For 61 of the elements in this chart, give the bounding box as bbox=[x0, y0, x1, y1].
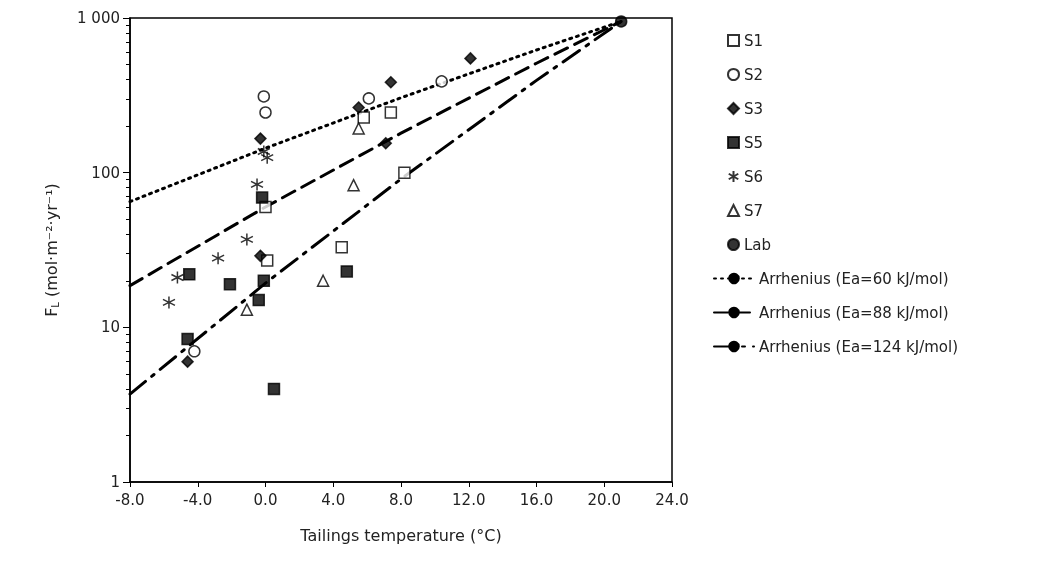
x-tick-label: 24.0 bbox=[655, 490, 689, 509]
point bbox=[162, 295, 176, 310]
point bbox=[379, 136, 393, 150]
legend-label: Arrhenius (Ea=60 kJ/mol) bbox=[759, 269, 949, 288]
point bbox=[357, 111, 370, 124]
x-tick-label: 20.0 bbox=[587, 490, 621, 509]
legend-label: Arrhenius (Ea=124 kJ/mol) bbox=[759, 337, 959, 356]
legend-label: S2 bbox=[744, 65, 764, 84]
point bbox=[464, 52, 477, 65]
y-tick-label: 10 bbox=[100, 318, 120, 337]
x-tick-label: 0.0 bbox=[253, 490, 278, 509]
point bbox=[254, 249, 267, 263]
legend-label: S7 bbox=[744, 201, 764, 220]
point bbox=[250, 177, 264, 192]
point bbox=[252, 293, 265, 307]
x-tick-label: 8.0 bbox=[389, 490, 413, 509]
point bbox=[255, 191, 269, 204]
legend-label: S3 bbox=[744, 99, 764, 118]
y-tick-label: 100 bbox=[91, 163, 120, 182]
point bbox=[335, 240, 348, 254]
legend-label: S1 bbox=[744, 31, 764, 50]
point bbox=[257, 274, 271, 288]
x-tick-label: 4.0 bbox=[321, 490, 346, 509]
point bbox=[259, 106, 272, 119]
point bbox=[170, 270, 185, 285]
point bbox=[352, 122, 365, 135]
x-axis-title: Tailings temperature (°C) bbox=[299, 525, 502, 545]
point bbox=[211, 251, 225, 265]
point bbox=[267, 382, 281, 396]
point bbox=[257, 144, 271, 159]
point bbox=[223, 277, 237, 291]
point bbox=[352, 101, 365, 114]
x-tick-label: 12.0 bbox=[452, 490, 486, 509]
point bbox=[240, 232, 254, 247]
y-axis-title: FL (mol·m⁻²·yr⁻¹) bbox=[41, 183, 61, 317]
legend-label: S6 bbox=[744, 167, 764, 186]
point bbox=[435, 75, 448, 88]
legend-label: S5 bbox=[744, 133, 764, 152]
legend-label: Arrhenius (Ea=88 kJ/mol) bbox=[759, 303, 949, 322]
x-tick-label: 16.0 bbox=[519, 490, 554, 509]
x-tick-label: -4.0 bbox=[183, 490, 213, 509]
point bbox=[257, 90, 271, 103]
point bbox=[254, 132, 267, 145]
x-tick-label: -8.0 bbox=[115, 490, 145, 509]
y-tick-label: 1 bbox=[110, 473, 120, 491]
point bbox=[181, 355, 194, 368]
point bbox=[260, 150, 274, 165]
point bbox=[362, 92, 376, 105]
point bbox=[183, 268, 196, 281]
point bbox=[340, 265, 354, 278]
point bbox=[181, 332, 194, 346]
point bbox=[384, 106, 398, 119]
point bbox=[188, 345, 201, 358]
legend-label: Lab bbox=[744, 235, 772, 254]
point bbox=[240, 303, 254, 316]
point bbox=[316, 274, 330, 288]
point bbox=[347, 178, 360, 192]
point bbox=[384, 76, 398, 89]
point bbox=[398, 166, 411, 179]
point bbox=[614, 15, 628, 28]
y-tick-label: 1 000 bbox=[77, 9, 120, 27]
